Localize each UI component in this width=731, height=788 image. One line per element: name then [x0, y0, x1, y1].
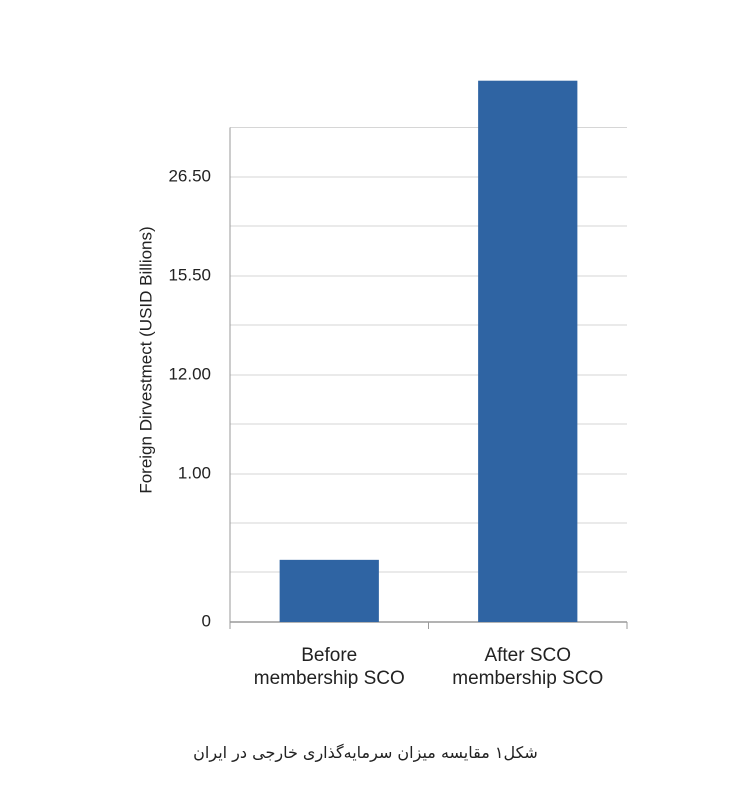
y-tick-label: 15.50: [168, 265, 211, 284]
y-axis-label: Foreign Dirvestmect (USID Billions): [136, 226, 155, 493]
x-tick-label: Before membership SCO: [253, 645, 405, 689]
y-tick-label: 1.00: [178, 463, 211, 482]
caption: شکل۱ مقایسه میزان سرمایه‌گذاری خارجی در …: [193, 743, 538, 762]
y-tick-label: 26.50: [168, 166, 211, 185]
bar: [478, 80, 578, 622]
y-tick-label: 0: [202, 611, 211, 630]
x-tick-label: After SCO membership SCO: [452, 645, 604, 689]
y-tick-label: 12.00: [168, 364, 211, 383]
bar: [279, 559, 379, 622]
